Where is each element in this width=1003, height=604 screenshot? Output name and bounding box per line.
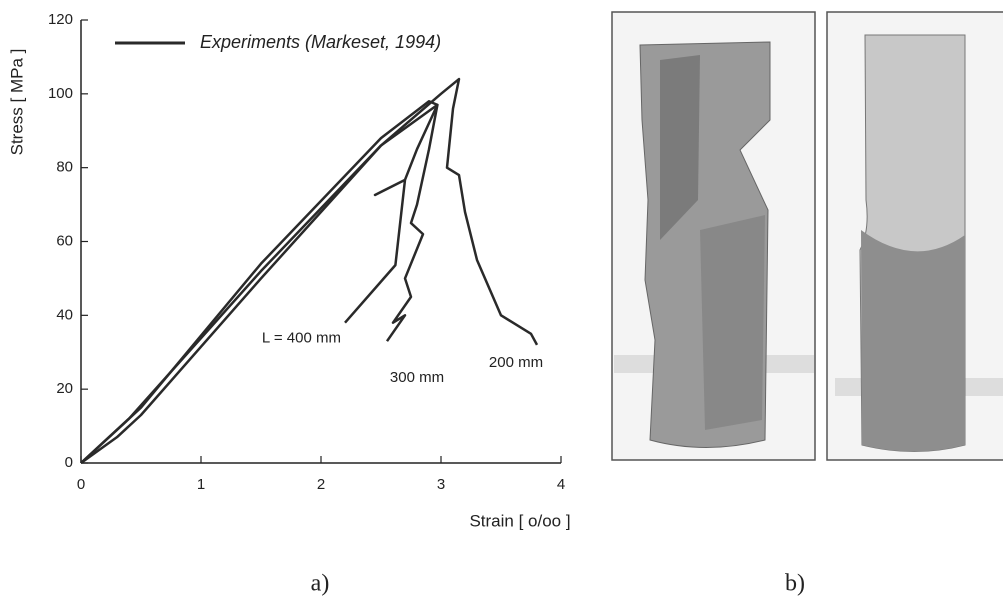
- panel-label: a): [311, 571, 330, 597]
- curve: [81, 79, 537, 463]
- x-tick-label: 2: [317, 476, 325, 493]
- y-tick-label: 20: [56, 380, 73, 397]
- y-axis-label: Stress [ MPa ]: [7, 49, 26, 156]
- curve: [81, 105, 437, 463]
- y-tick-label: 0: [65, 454, 73, 471]
- y-tick-label: 80: [56, 159, 73, 176]
- x-axis-label: Strain [ o/oo ]: [469, 511, 570, 530]
- x-tick-label: 3: [437, 476, 445, 493]
- x-tick-label: 4: [557, 476, 565, 493]
- curve-label: L = 400 mm: [262, 330, 341, 347]
- y-tick-label: 120: [48, 11, 73, 28]
- curve-label: 300 mm: [390, 369, 444, 386]
- x-tick-label: 0: [77, 476, 85, 493]
- panel-label: b): [785, 571, 805, 597]
- x-tick-label: 1: [197, 476, 205, 493]
- curve-label: 200 mm: [489, 354, 543, 371]
- legend-label: Experiments (Markeset, 1994): [200, 32, 441, 52]
- figure: Experiments (Markeset, 1994) Strain [ o/…: [0, 0, 1003, 604]
- y-tick-label: 60: [56, 232, 73, 249]
- photo-right: [827, 12, 1003, 460]
- y-tick-label: 40: [56, 306, 73, 323]
- photo-left: [612, 12, 815, 460]
- y-tick-label: 100: [48, 85, 73, 102]
